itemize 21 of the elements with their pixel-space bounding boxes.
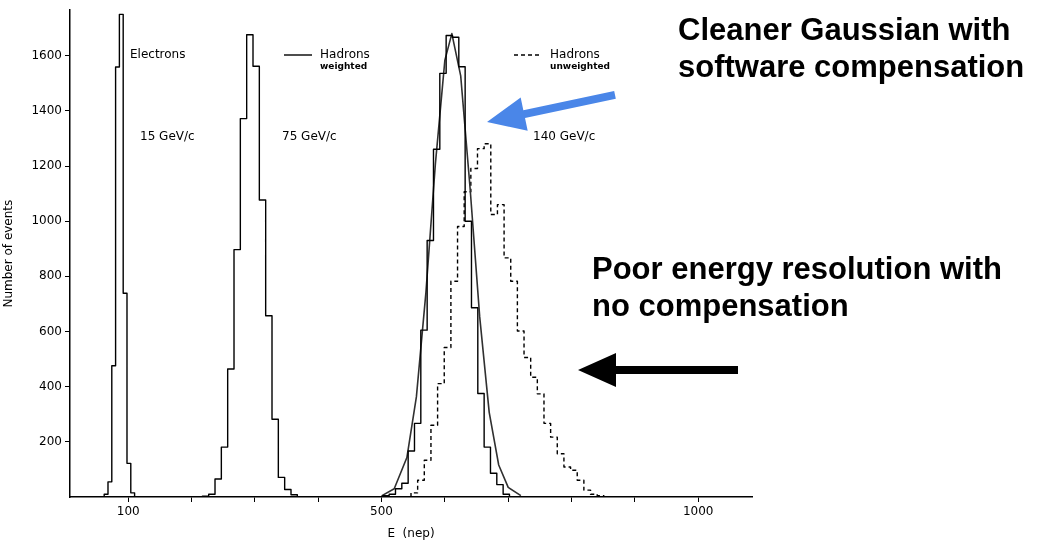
legend-label: Hadrons weighted bbox=[320, 47, 370, 72]
annotation: 75 GeV/c bbox=[282, 129, 337, 144]
y-tick-label: 600 bbox=[39, 323, 62, 338]
annotation: Cleaner Gaussian with software compensation bbox=[678, 11, 1026, 85]
y-tick-label: 1600 bbox=[31, 47, 62, 62]
y-tick-label: 400 bbox=[39, 378, 62, 393]
y-tick-label: 1400 bbox=[31, 102, 62, 117]
x-tick-label: 500 bbox=[370, 504, 394, 519]
annotation: 140 GeV/c bbox=[533, 129, 596, 144]
series-label: Electrons bbox=[130, 47, 186, 62]
x-axis-title: E (nep) bbox=[387, 525, 435, 540]
y-tick-label: 200 bbox=[39, 433, 62, 448]
y-axis-title: Number of events bbox=[1, 199, 16, 308]
y-tick-label: 1000 bbox=[31, 213, 62, 228]
x-tick-label: 1000 bbox=[682, 504, 714, 519]
y-tick-label: 800 bbox=[39, 268, 62, 283]
x-tick-label: 100 bbox=[116, 504, 140, 519]
annotation: Poor energy resolution with no compensation bbox=[592, 250, 1003, 324]
legend-label: Hadrons unweighted bbox=[550, 47, 611, 72]
y-tick-label: 1200 bbox=[31, 158, 62, 173]
annotation: 15 GeV/c bbox=[140, 129, 195, 144]
